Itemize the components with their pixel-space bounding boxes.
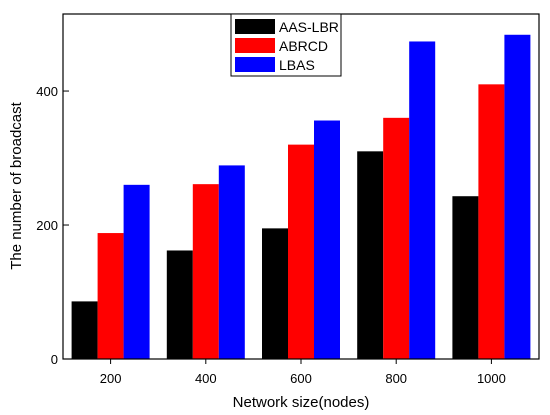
bar-lbas-800 <box>409 41 436 359</box>
bar-lbas-200 <box>123 184 150 359</box>
bars-layer <box>71 34 531 360</box>
x-tick-label: 1000 <box>477 371 506 386</box>
legend-swatch-abrcd <box>235 38 275 53</box>
y-tick-label: 400 <box>36 84 58 99</box>
bar-aas-lbr-800 <box>357 151 384 359</box>
bar-abrcd-600 <box>288 144 314 359</box>
bar-abrcd-400 <box>192 184 219 359</box>
bar-lbas-400 <box>218 165 245 359</box>
x-tick-label: 600 <box>290 371 312 386</box>
ticks-layer: 200 400 600 800 1000 0 200 400 <box>36 84 506 386</box>
y-axis-title: The number of broadcast <box>8 101 25 269</box>
legend-label: LBAS <box>279 57 315 73</box>
legend: AAS-LBR ABRCD LBAS <box>230 13 342 77</box>
bar-lbas-1000 <box>504 34 531 360</box>
bar-aas-lbr-1000 <box>452 196 479 359</box>
x-tick-label: 400 <box>195 371 217 386</box>
bar-aas-lbr-400 <box>166 250 193 359</box>
legend-label: ABRCD <box>279 38 328 54</box>
bar-lbas-600 <box>314 120 340 359</box>
y-tick-label: 0 <box>51 352 58 367</box>
x-tick-label: 200 <box>100 371 122 386</box>
legend-swatch-lbas <box>235 57 275 72</box>
bar-abrcd-200 <box>97 233 124 359</box>
y-tick-label: 200 <box>36 218 58 233</box>
bar-aas-lbr-200 <box>71 301 98 359</box>
legend-swatch-aas-lbr <box>235 19 275 34</box>
bar-abrcd-800 <box>383 117 410 359</box>
bar-aas-lbr-600 <box>262 228 288 359</box>
x-tick-label: 800 <box>385 371 407 386</box>
bar-abrcd-1000 <box>478 84 505 359</box>
x-axis-title: Network size(nodes) <box>233 394 370 411</box>
legend-label: AAS-LBR <box>279 19 339 35</box>
